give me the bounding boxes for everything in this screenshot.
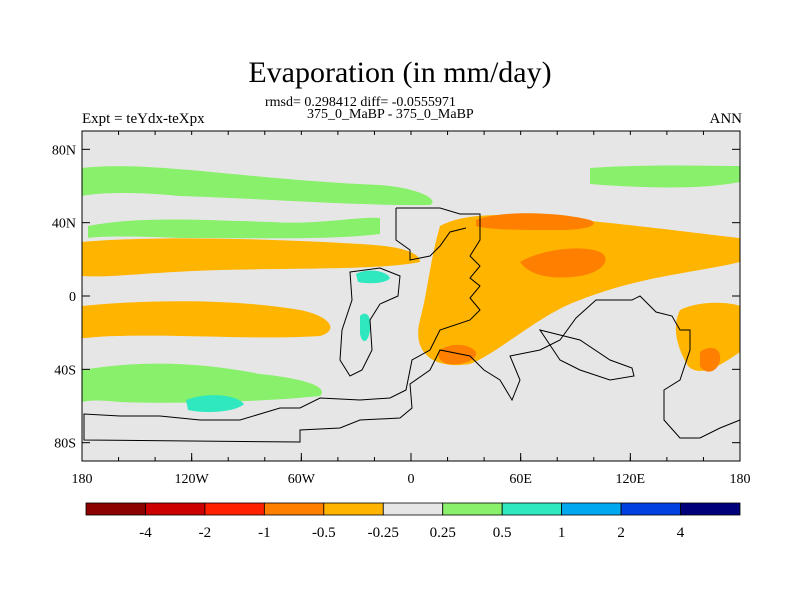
colorbar-swatch	[204, 502, 265, 516]
experiment-label: Expt = teYdx-teXpx	[82, 111, 205, 127]
colorbar: -4 -2 -1 -0.5 -0.25 0.25 0.5 1 2 4	[85, 502, 741, 541]
season-label: ANN	[709, 111, 743, 127]
orange-band-south	[82, 301, 331, 338]
x-tick-label: 60E	[509, 472, 532, 487]
colorbar-swatch	[680, 502, 741, 516]
red-patch-east-asia	[520, 248, 606, 278]
colorbar-swatch	[145, 502, 206, 516]
colorbar-label: -0.5	[312, 525, 336, 541]
stats-line: rmsd= 0.298412 diff= -0.0555971	[265, 95, 456, 110]
cyan-patch-s-ocean	[186, 395, 244, 412]
green-blob-arctic	[590, 165, 740, 188]
colorbar-swatch	[501, 502, 563, 516]
y-tick-label: 80N	[52, 143, 76, 158]
colorbar-label: -4	[139, 525, 152, 541]
colorbar-swatch	[442, 502, 503, 516]
land-outlines	[83, 207, 741, 443]
map-layer	[81, 130, 741, 462]
colorbar-label: 0.5	[493, 525, 512, 541]
colorbar-swatch	[263, 502, 325, 516]
colorbar-label: 2	[617, 525, 625, 541]
y-tick-label: 40S	[54, 363, 76, 378]
colorbar-label: 4	[677, 525, 685, 541]
x-tick-label: 180	[730, 472, 751, 487]
colorbar-label: 1	[558, 525, 566, 541]
land-outline-gondwana	[395, 208, 467, 261]
red-patch-north-asia	[476, 213, 594, 230]
colorbar-label: 0.25	[430, 525, 456, 541]
green-blob-north	[82, 166, 433, 206]
x-tick-label: 60W	[288, 472, 316, 487]
orange-region-east	[418, 215, 740, 366]
axes-layer: 180 120W 60W 0 60E 120E 180 80N 40N 0 40S 80S	[52, 131, 751, 487]
colorbar-label: -0.25	[368, 525, 399, 541]
x-tick-label: 0	[408, 472, 415, 487]
x-tick-label: 180	[72, 472, 93, 487]
y-tick-label: 80S	[54, 437, 76, 452]
x-tick-label: 120W	[175, 472, 210, 487]
colorbar-swatch	[382, 502, 444, 516]
cyan-patch-equator	[356, 270, 390, 284]
chart-subtitle: 375_0_MaBP - 375_0_MaBP	[307, 107, 474, 122]
y-tick-label: 0	[69, 290, 76, 305]
x-tick-label: 120E	[616, 472, 646, 487]
colorbar-swatch	[620, 502, 681, 516]
field-blobs	[82, 165, 740, 412]
green-blob-mid	[88, 217, 380, 239]
green-blob-south	[82, 363, 322, 403]
orange-band-north	[82, 238, 420, 277]
red-patch-africa	[438, 344, 477, 365]
orange-region-aus	[675, 302, 740, 371]
colorbar-label: -1	[258, 525, 271, 541]
colorbar-swatch	[323, 502, 384, 516]
cyan-patch-sa	[360, 313, 371, 342]
land-outline-south-america	[339, 267, 401, 377]
colorbar-label: -2	[199, 525, 212, 541]
land-outline-laurasia	[83, 207, 741, 443]
colorbar-swatch	[561, 502, 622, 516]
colorbar-swatch	[85, 502, 146, 516]
red-patch-australia	[700, 347, 721, 372]
chart-title: Evaporation (in mm/day)	[248, 56, 552, 89]
y-tick-label: 40N	[52, 217, 76, 232]
land-outline-interior	[538, 329, 635, 381]
